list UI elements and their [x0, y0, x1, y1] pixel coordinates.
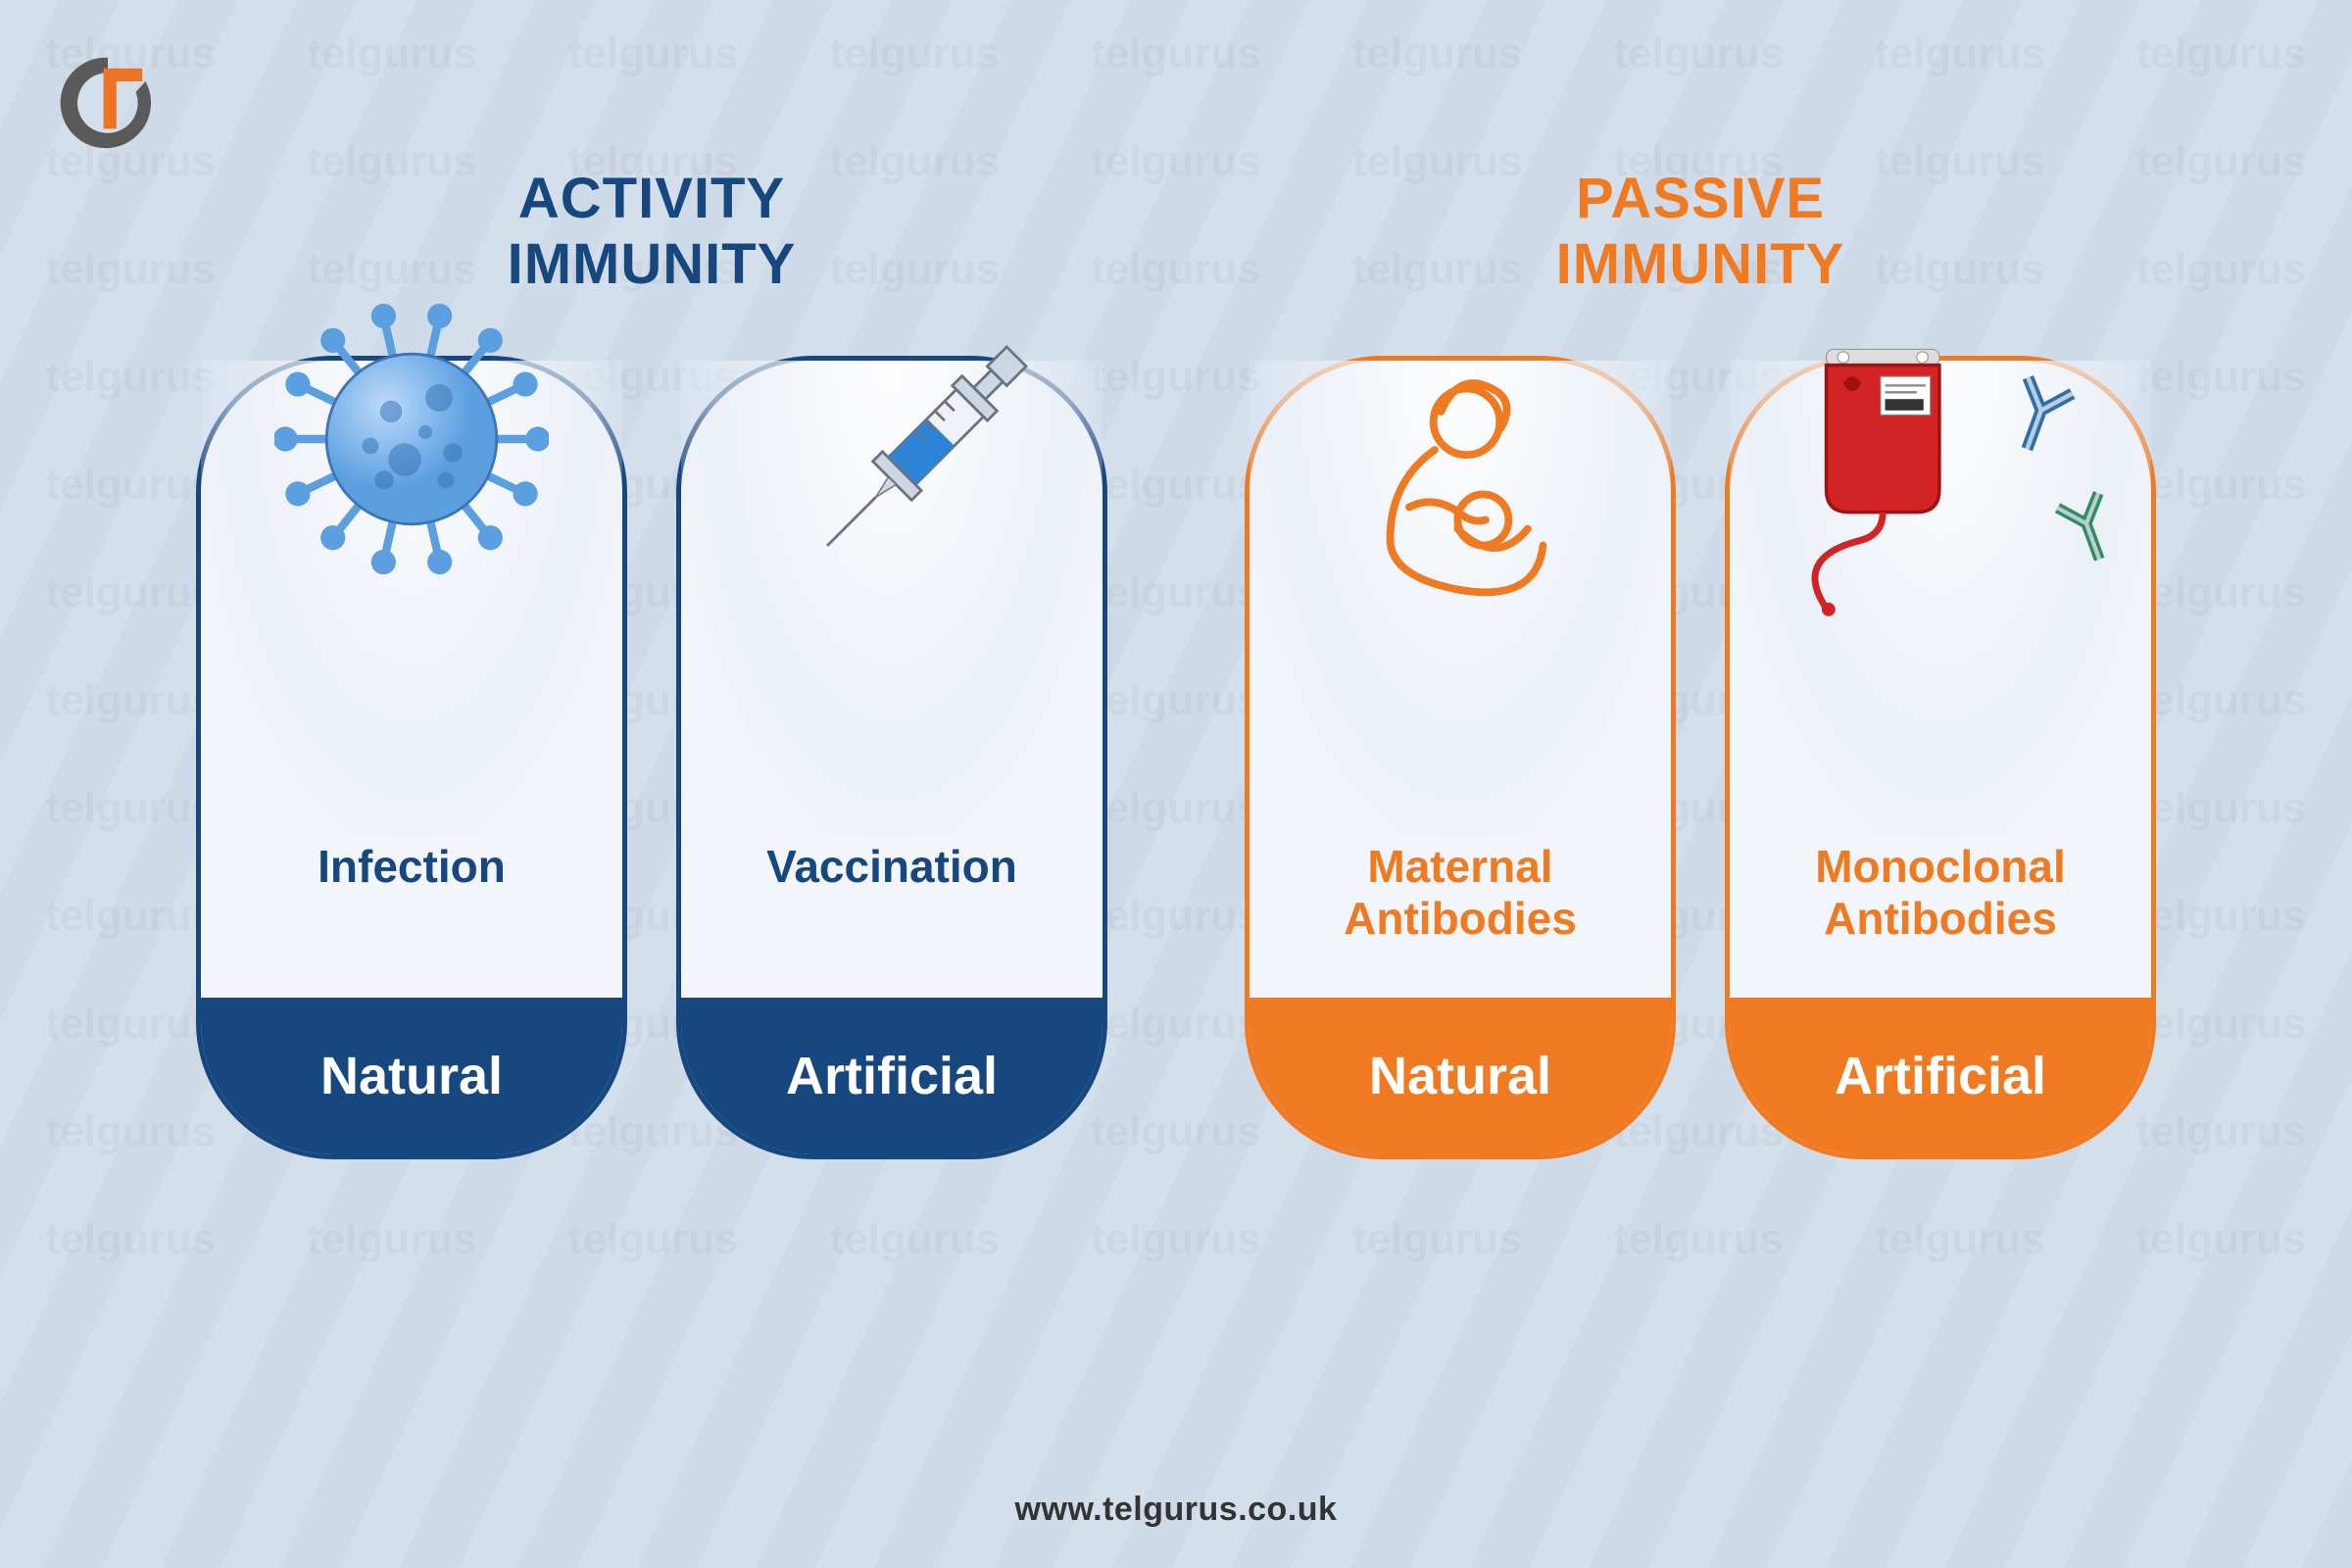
card-footer: Artificial [681, 998, 1102, 1154]
group-title: ACTIVITY IMMUNITY [508, 167, 797, 297]
card-body: Monoclonal Antibodies [1730, 841, 2151, 945]
card-footer: Artificial [1730, 998, 2151, 1154]
card-maternal: Maternal Antibodies Natural [1245, 356, 1676, 1159]
card-footer: Natural [1250, 998, 1671, 1154]
brand-logo [54, 49, 162, 157]
cards-row: Maternal Antibodies Natural [1245, 356, 2156, 1159]
footer-url: www.telgurus.co.uk [0, 1491, 2352, 1529]
card-body: Vaccination [681, 841, 1102, 893]
group-passive: PASSIVE IMMUNITY Maternal Antibodies Nat… [1196, 167, 2205, 1159]
content: ACTIVITY IMMUNITY Infection Natural [0, 167, 2352, 1159]
syringe-icon [797, 302, 1071, 576]
card-body: Maternal Antibodies [1250, 841, 1671, 945]
group-activity: ACTIVITY IMMUNITY Infection Natural [147, 167, 1156, 1159]
card-infection: Infection Natural [196, 356, 627, 1159]
cards-row: Infection Natural Vaccination Artificial [196, 356, 1107, 1159]
card-body: Infection [201, 841, 622, 893]
card-monoclonal: Monoclonal Antibodies Artificial [1725, 356, 2156, 1159]
mother-icon [1323, 351, 1597, 625]
virus-icon [274, 302, 549, 576]
card-footer: Natural [201, 998, 622, 1154]
bloodbag-icon [1766, 341, 2158, 615]
card-vaccination: Vaccination Artificial [676, 356, 1107, 1159]
group-title: PASSIVE IMMUNITY [1556, 167, 1845, 297]
